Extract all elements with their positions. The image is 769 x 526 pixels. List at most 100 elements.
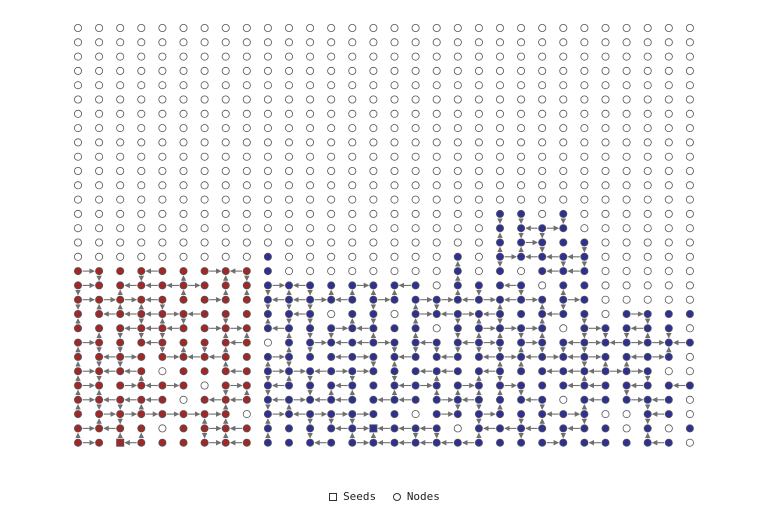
empty-node	[137, 166, 146, 175]
filled-node	[116, 352, 125, 361]
empty-node	[306, 195, 315, 204]
empty-node	[474, 81, 483, 90]
empty-node	[580, 152, 589, 161]
empty-node	[580, 124, 589, 133]
empty-node	[432, 224, 441, 233]
empty-node	[306, 181, 315, 190]
filled-node	[390, 395, 399, 404]
filled-node	[432, 438, 441, 447]
empty-node	[453, 81, 462, 90]
filled-node	[538, 309, 547, 318]
filled-node	[263, 410, 272, 419]
filled-node	[559, 224, 568, 233]
empty-node	[411, 95, 420, 104]
empty-node	[685, 238, 694, 247]
empty-node	[200, 252, 209, 261]
empty-node	[263, 66, 272, 75]
filled-node	[474, 338, 483, 347]
empty-node	[116, 252, 125, 261]
empty-node	[453, 209, 462, 218]
empty-node	[116, 209, 125, 218]
empty-node	[432, 109, 441, 118]
filled-node	[200, 324, 209, 333]
empty-node	[622, 295, 631, 304]
empty-node	[327, 81, 336, 90]
empty-node	[179, 38, 188, 47]
empty-node	[158, 424, 167, 433]
empty-node	[580, 109, 589, 118]
filled-node	[685, 338, 694, 347]
empty-node	[474, 181, 483, 190]
filled-node	[495, 309, 504, 318]
filled-node	[559, 252, 568, 261]
empty-node	[601, 238, 610, 247]
empty-node	[327, 38, 336, 47]
filled-node	[517, 367, 526, 376]
filled-node	[580, 438, 589, 447]
filled-node	[306, 395, 315, 404]
empty-node	[474, 267, 483, 276]
filled-node	[242, 352, 251, 361]
filled-node	[200, 438, 209, 447]
filled-node	[200, 338, 209, 347]
filled-node	[580, 238, 589, 247]
legend-item-nodes: Nodes	[392, 490, 440, 503]
filled-node	[369, 395, 378, 404]
filled-node	[601, 381, 610, 390]
filled-node	[411, 324, 420, 333]
empty-node	[263, 38, 272, 47]
empty-node	[495, 138, 504, 147]
empty-node	[179, 224, 188, 233]
filled-node	[411, 295, 420, 304]
empty-node	[622, 281, 631, 290]
empty-node	[517, 52, 526, 61]
empty-node	[74, 23, 83, 32]
filled-node	[495, 324, 504, 333]
empty-node	[685, 66, 694, 75]
filled-node	[200, 309, 209, 318]
filled-node	[474, 410, 483, 419]
filled-node	[622, 324, 631, 333]
empty-node	[390, 181, 399, 190]
filled-node	[517, 252, 526, 261]
filled-node	[306, 410, 315, 419]
filled-node	[95, 438, 104, 447]
empty-node	[158, 224, 167, 233]
empty-node	[559, 152, 568, 161]
empty-node	[432, 95, 441, 104]
filled-node	[242, 324, 251, 333]
empty-node	[348, 52, 357, 61]
filled-node	[200, 367, 209, 376]
filled-node	[538, 352, 547, 361]
empty-node	[411, 52, 420, 61]
empty-node	[179, 138, 188, 147]
empty-node	[622, 181, 631, 190]
filled-node	[200, 281, 209, 290]
empty-node	[601, 138, 610, 147]
empty-node	[517, 181, 526, 190]
filled-node	[306, 309, 315, 318]
empty-node	[411, 181, 420, 190]
filled-node	[643, 324, 652, 333]
empty-node	[453, 238, 462, 247]
empty-node	[137, 66, 146, 75]
filled-node	[95, 281, 104, 290]
empty-node	[369, 152, 378, 161]
empty-node	[601, 166, 610, 175]
filled-node	[643, 438, 652, 447]
empty-node	[664, 38, 673, 47]
empty-node	[200, 66, 209, 75]
filled-node	[116, 381, 125, 390]
seed-node	[369, 424, 378, 433]
empty-node	[242, 410, 251, 419]
filled-node	[200, 410, 209, 419]
filled-node	[221, 381, 230, 390]
empty-node	[495, 95, 504, 104]
empty-node	[369, 181, 378, 190]
empty-node	[601, 252, 610, 261]
empty-node	[411, 166, 420, 175]
empty-node	[179, 252, 188, 261]
filled-node	[495, 381, 504, 390]
filled-node	[559, 209, 568, 218]
filled-node	[369, 338, 378, 347]
